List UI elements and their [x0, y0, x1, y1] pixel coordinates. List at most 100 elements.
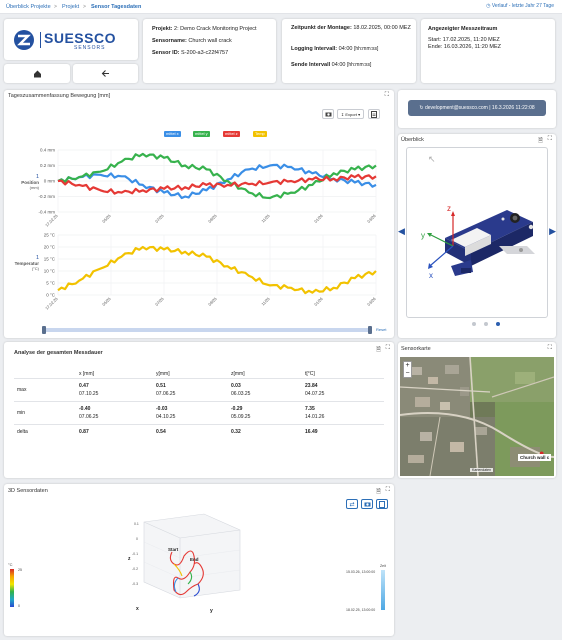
position-x-tick-label: 01/26: [313, 213, 324, 224]
cursor-icon: ↖: [428, 154, 436, 164]
legend-mittel-x[interactable]: mittel x: [164, 131, 181, 137]
temperature-x-tick-label: 07/25: [154, 296, 165, 307]
time-colorbar-top: 15.03.26, 13:00:00: [346, 570, 376, 574]
temp-colorbar-min: 0: [18, 604, 20, 608]
breadcrumb-projects[interactable]: Überblick Projekte: [6, 4, 51, 10]
temp-colorbar-max: 25: [18, 568, 22, 572]
sensor-image-title: Überblick: [401, 137, 424, 143]
fullscreen-icon[interactable]: ⛶: [385, 487, 390, 493]
camera-button[interactable]: [322, 109, 334, 119]
satellite-map[interactable]: + − ● Church wall c Kartendaten: [400, 357, 554, 476]
breadcrumb-project[interactable]: Projekt: [62, 4, 80, 10]
document-icon[interactable]: 🗎: [376, 489, 381, 495]
history-link[interactable]: ◷ Verlauf - letzte Jahr 27 Tage: [486, 3, 554, 9]
carousel-dot-2[interactable]: [484, 322, 488, 326]
clock-icon: ◷: [486, 3, 491, 9]
legend-mittel-z[interactable]: mittel z: [223, 131, 240, 137]
document-icon[interactable]: 🗎: [538, 138, 543, 144]
temp-colorbar-unit: °C: [8, 562, 13, 567]
table-row-max-dates: 07.10.25 07.06.25 06.03.25 04.07.25: [79, 391, 325, 397]
export-button[interactable]: ↧ Export ▾: [337, 109, 364, 119]
z-tick-label: -0.3: [132, 582, 138, 586]
legend-temp[interactable]: Temp: [253, 131, 267, 137]
z-tick-label: 0: [136, 537, 138, 541]
breadcrumb-separator: >: [83, 4, 86, 10]
sensor-3d-card: 3D Sensordaten 🗎 ⛶ ⇄ °C 25 0 Zeit 15.03.…: [4, 484, 394, 636]
position-tick-label: -0.2 mm: [38, 194, 55, 199]
document-button[interactable]: [368, 109, 380, 119]
sensor-3d-plot[interactable]: Start End z x y 0.1 0 -0.1 -0.2 -0.3: [114, 512, 274, 634]
range-slider-track[interactable]: [44, 328, 370, 332]
rotate-button[interactable]: ⇄: [346, 499, 358, 509]
position-x-tick-label: 03/26: [366, 213, 377, 224]
table-row-max: max 0.47 0.51 0.03 23.84: [14, 378, 384, 402]
camera-icon: [364, 502, 370, 507]
reset-link[interactable]: Reset: [376, 327, 387, 332]
user-session-button[interactable]: ↻ development@suessco.com | 16.3.2026 11…: [408, 100, 546, 116]
logging-interval: Logging Intervall: 04:00 [hh:mm:ss]: [291, 46, 379, 52]
sensor-3d-title: 3D Sensordaten: [8, 488, 48, 494]
map-marker-icon[interactable]: ●: [539, 448, 545, 458]
camera-button[interactable]: [361, 499, 373, 509]
axis-y-label: y: [210, 608, 213, 614]
position-x-tick-label: 05/25: [101, 213, 112, 224]
daily-summary-title: Tageszusammenfassung Bewegung [mm]: [8, 93, 111, 99]
suessco-logo-icon: [14, 30, 34, 50]
document-icon: [371, 110, 377, 118]
trajectory-start-label: Start: [168, 547, 179, 552]
chevron-down-icon: ▾: [358, 111, 361, 117]
rotate-icon: ⇄: [349, 501, 355, 508]
period-end: Ende: 16.03.2026, 11:20 MEZ: [428, 44, 501, 50]
position-axis-title: 1 Position (mm): [21, 174, 39, 190]
temperature-x-tick-label: 01/26: [313, 296, 324, 307]
fullscreen-icon[interactable]: ⛶: [547, 345, 552, 351]
axis-y-label: y: [421, 231, 425, 240]
temperature-x-tick-label: 03/26: [366, 296, 377, 307]
position-tick-label: -0.4 mm: [38, 210, 55, 215]
temperature-tick-label: 20 °C: [44, 245, 56, 250]
trajectory-end-label: End: [190, 557, 199, 562]
sensor-name-row: Sensorname: Church wall crack: [152, 38, 232, 44]
sensor-device-image: z y x ↖: [421, 154, 535, 280]
refresh-icon: ↻: [419, 105, 424, 111]
series-line-mittel-z: [57, 173, 377, 195]
zoom-out-button[interactable]: −: [405, 370, 410, 377]
series-line-temp: [57, 245, 377, 295]
legend-mittel-y[interactable]: mittel y: [193, 131, 210, 137]
daily-summary-card: Tageszusammenfassung Bewegung [mm] ⛶ ↧ E…: [4, 90, 394, 338]
mounting-time: Zeitpunkt der Montage: 18.02.2025, 00:00…: [291, 25, 411, 31]
carousel-dot-1[interactable]: [472, 322, 476, 326]
map-card: Sensorkarte ⛶ +: [398, 342, 556, 478]
home-button[interactable]: [4, 64, 70, 83]
carousel-dot-3[interactable]: [496, 322, 500, 326]
document-icon: [379, 500, 385, 508]
temperature-tick-label: 5 °C: [46, 281, 56, 286]
fullscreen-icon[interactable]: ⛶: [384, 92, 389, 98]
fullscreen-icon[interactable]: ⛶: [385, 345, 390, 351]
carousel-prev-button[interactable]: ◀: [398, 226, 405, 236]
time-colorbar-unit: Zeit: [380, 564, 386, 568]
range-slider-handle-left[interactable]: [42, 326, 46, 334]
mounting-info-card: Zeitpunkt der Montage: 18.02.2025, 00:00…: [282, 19, 416, 83]
temperature-x-tick-label: 05/25: [101, 296, 112, 307]
map-attribution: Kartendaten: [470, 468, 494, 472]
back-button[interactable]: [73, 64, 138, 83]
table-row-delta: delta 0.87 0.54 0.32 16.49: [14, 424, 384, 439]
axis-z-label: z: [447, 204, 451, 213]
position-tick-label: 0.4 mm: [40, 148, 55, 153]
temperature-tick-label: 15 °C: [44, 257, 56, 262]
zoom-in-button[interactable]: +: [405, 362, 410, 369]
z-tick-label: -0.2: [132, 567, 138, 571]
document-button[interactable]: [376, 499, 388, 509]
carousel-next-button[interactable]: ▶: [549, 226, 556, 236]
position-x-tick-label: 11/25: [260, 213, 271, 224]
document-icon[interactable]: 🗎: [376, 347, 381, 353]
project-info-card: Projekt: 2: Demo Crack Monitoring Projec…: [143, 19, 276, 83]
range-slider-handle-right[interactable]: [368, 326, 372, 334]
logo-divider: [40, 32, 41, 48]
z-tick-label: 0.1: [134, 522, 139, 526]
axis-x-label: x: [136, 606, 139, 612]
breadcrumb-separator: >: [54, 4, 57, 10]
temperature-axis-title: 1 Temperatur (°C): [14, 255, 39, 271]
fullscreen-icon[interactable]: ⛶: [547, 136, 552, 142]
